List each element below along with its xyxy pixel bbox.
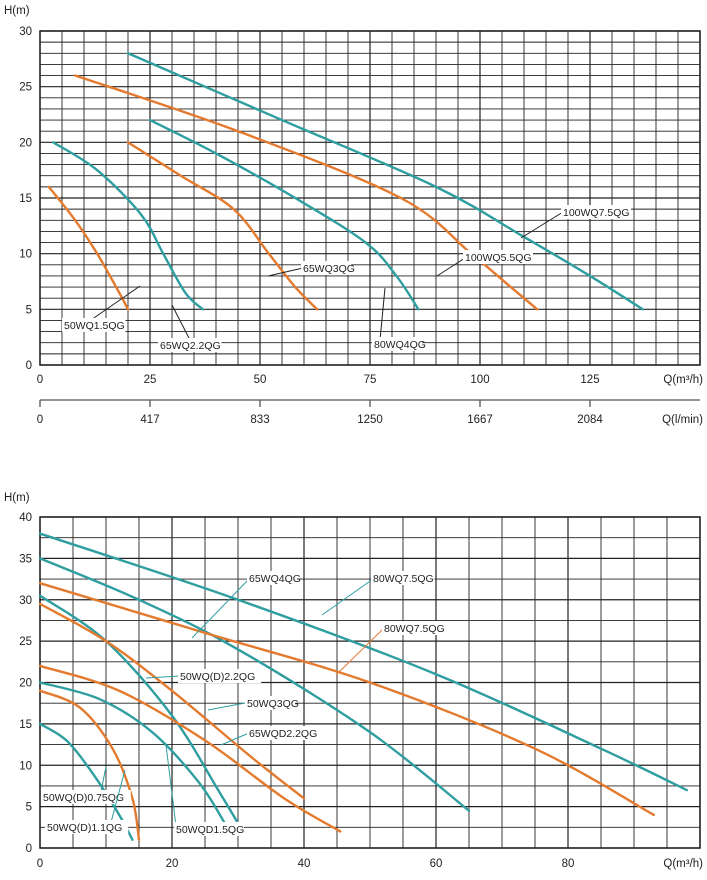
series-label-bg — [301, 261, 352, 275]
series-label: 50WQ1.5QG — [64, 320, 125, 332]
y-tick-label: 30 — [19, 595, 32, 607]
series-line — [38, 557, 471, 812]
leader-line — [321, 578, 374, 616]
leader-line — [191, 578, 250, 639]
series-label-bg — [41, 790, 131, 804]
y-axis-label: H(m) — [4, 5, 30, 17]
leader-line — [379, 287, 386, 341]
leader-line — [267, 267, 304, 277]
leader-line — [520, 211, 564, 239]
series-label: 65WQ4QG — [249, 573, 301, 585]
series-label: 80WQ4QG — [374, 339, 426, 351]
series-label-bg — [247, 571, 298, 585]
series-label: 50WQ3QG — [247, 698, 299, 710]
x-tick-label: 40 — [298, 858, 311, 870]
y-tick-label: 35 — [19, 553, 32, 565]
x-tick-label: 80 — [562, 858, 575, 870]
secondary-tick-label: 417 — [140, 414, 159, 426]
series-label-bg — [371, 571, 435, 585]
y-tick-label: 25 — [19, 636, 32, 648]
x-tick-label: 100 — [470, 374, 489, 386]
x-tick-label: 50 — [254, 374, 267, 386]
series-line — [47, 185, 130, 311]
series-label-bg — [372, 337, 423, 351]
x-tick-label: 60 — [430, 858, 443, 870]
series-label-bg — [158, 338, 222, 352]
secondary-tick-label: 1667 — [467, 414, 493, 426]
series-label: 80WQ7.5QG — [384, 623, 445, 635]
secondary-axis-label: Q(l/min) — [662, 414, 703, 426]
series-line — [38, 582, 655, 817]
series-label-bg — [178, 669, 262, 683]
y-tick-label: 25 — [19, 82, 32, 94]
series-line — [126, 52, 644, 311]
leader-line — [220, 732, 250, 746]
series-label: 50WQ(D)0.75QG — [43, 792, 124, 804]
y-tick-label: 10 — [19, 760, 32, 772]
series-line — [38, 532, 688, 792]
series-line — [148, 118, 420, 311]
x-tick-label: 25 — [144, 374, 157, 386]
y-tick-label: 15 — [19, 193, 32, 205]
y-tick-label: 5 — [26, 802, 32, 814]
series-label: 65WQ3QG — [303, 263, 355, 275]
x-tick-label: 20 — [166, 858, 179, 870]
series-label: 50WQ(D)1.1QG — [47, 822, 122, 834]
y-tick-label: 40 — [19, 512, 32, 524]
series-label: 50WQD1.5QG — [176, 824, 244, 836]
x-tick-label: 125 — [580, 374, 599, 386]
y-tick-label: 0 — [26, 843, 32, 855]
series-label-bg — [62, 318, 126, 332]
leader-line — [436, 257, 466, 277]
series-label: 65WQD2.2QG — [249, 728, 317, 740]
series-line — [38, 689, 141, 841]
series-line — [38, 602, 306, 800]
series-line — [38, 681, 226, 825]
series-line — [126, 141, 319, 311]
leader-line — [109, 769, 126, 827]
y-tick-label: 5 — [26, 304, 32, 316]
x-tick-label: 0 — [37, 374, 43, 386]
y-tick-label: 20 — [19, 137, 32, 149]
series-label: 100WQ7.5QG — [563, 207, 630, 219]
y-tick-label: 0 — [26, 360, 32, 372]
series-label-bg — [561, 205, 631, 219]
series-label-bg — [245, 696, 296, 710]
secondary-tick-label: 2084 — [577, 414, 603, 426]
series-line — [38, 664, 342, 833]
y-tick-label: 15 — [19, 719, 32, 731]
leader-line — [165, 744, 177, 827]
leader-line — [207, 702, 246, 711]
series-label: 80WQ7.5QG — [373, 573, 434, 585]
secondary-tick-label: 833 — [250, 414, 269, 426]
secondary-tick-label: 0 — [37, 414, 43, 426]
series-label-bg — [463, 250, 533, 264]
series-label: 100WQ5.5QG — [465, 252, 532, 264]
x-tick-label: 0 — [37, 858, 43, 870]
leader-line — [90, 285, 141, 321]
series-label: 65WQ2.2QG — [160, 340, 221, 352]
x-axis-label: Q(m³/h) — [663, 858, 703, 870]
leader-line — [335, 627, 385, 676]
x-tick-label: 75 — [364, 374, 377, 386]
series-label-bg — [45, 820, 129, 834]
secondary-tick-label: 1250 — [357, 414, 383, 426]
leader-line — [145, 675, 181, 679]
leader-line — [171, 304, 191, 341]
y-axis-label: H(m) — [4, 492, 30, 504]
series-label-bg — [247, 726, 317, 740]
y-tick-label: 20 — [19, 678, 32, 690]
y-tick-label: 10 — [19, 249, 32, 261]
plot-frame — [39, 30, 701, 366]
series-label: 50WQ(D)2.2QG — [180, 671, 255, 683]
x-axis-label: Q(m³/h) — [663, 374, 703, 386]
series-label-bg — [382, 621, 446, 635]
series-label-bg — [174, 822, 244, 836]
series-line — [52, 141, 204, 311]
y-tick-label: 30 — [19, 26, 32, 38]
series-line — [38, 594, 240, 825]
series-line — [74, 74, 539, 311]
